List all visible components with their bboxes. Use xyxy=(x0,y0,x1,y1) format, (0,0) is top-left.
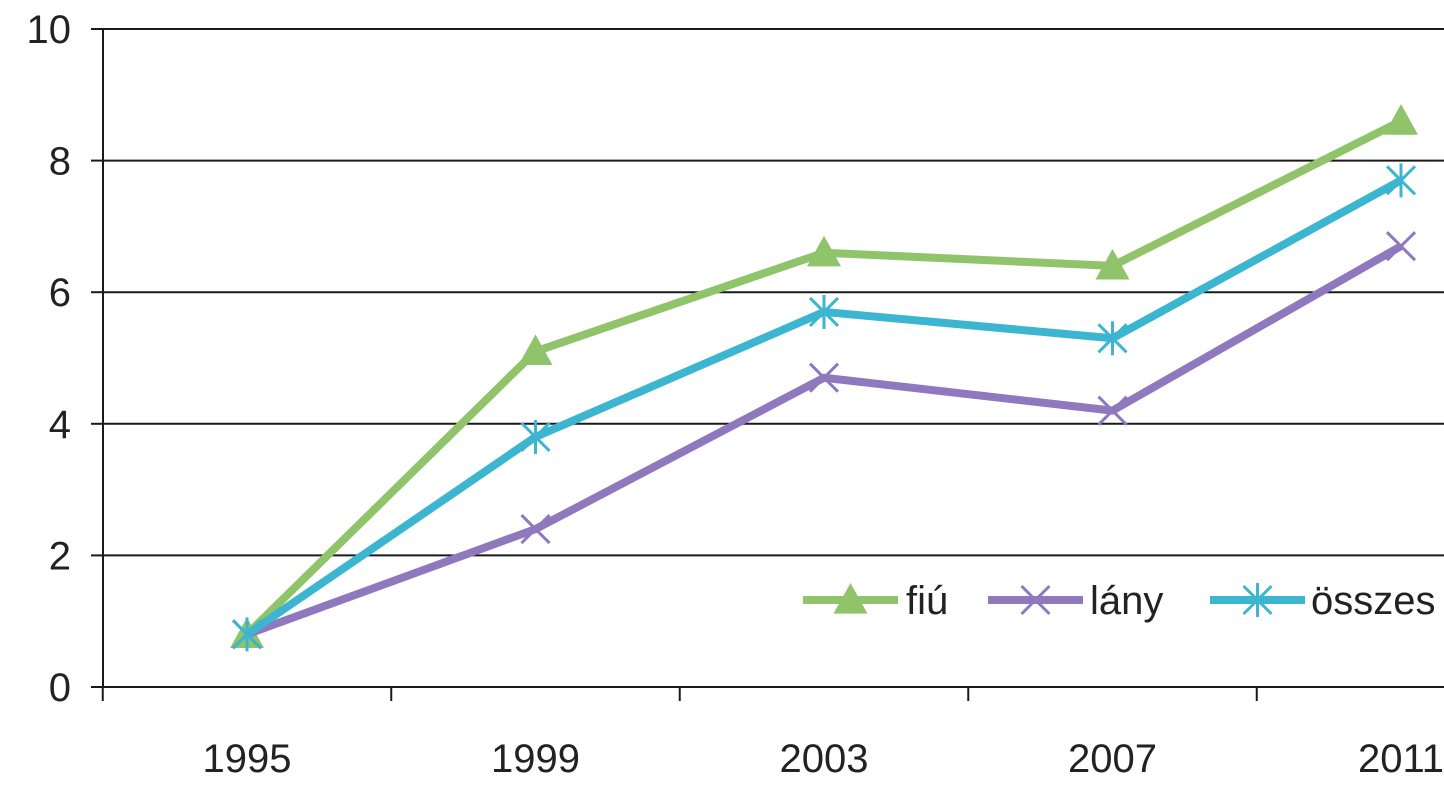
legend-label: összes xyxy=(1311,579,1436,623)
y-tick-label: 4 xyxy=(49,403,71,447)
x-tick-label: 2011 xyxy=(1358,737,1444,781)
series-1 xyxy=(233,232,1415,648)
data-point xyxy=(1384,104,1418,135)
legend-item: lány xyxy=(988,579,1163,623)
legend-item: összes xyxy=(1210,579,1436,623)
series-lines xyxy=(230,104,1418,651)
data-point xyxy=(1387,163,1415,197)
y-tick-label: 10 xyxy=(27,8,72,52)
x-tick-label: 1999 xyxy=(491,737,580,781)
y-tick-label: 0 xyxy=(49,666,71,710)
y-tick-label: 6 xyxy=(49,271,71,315)
y-tick-label: 2 xyxy=(49,534,71,578)
legend-label: fiú xyxy=(906,579,948,623)
grid-lines xyxy=(103,29,1444,555)
x-tick-label: 1995 xyxy=(203,737,292,781)
y-tick-label: 8 xyxy=(49,140,71,184)
data-point xyxy=(1387,232,1415,260)
legend: fiú lány összes xyxy=(803,579,1436,623)
legend-label: lány xyxy=(1090,579,1163,623)
x-tick-label: 2003 xyxy=(780,737,869,781)
x-tick-label: 2007 xyxy=(1068,737,1157,781)
axes: 0 2 4 6 8 10 1995 1999 2003 2007 2011 xyxy=(27,8,1444,781)
legend-item: fiú xyxy=(803,579,948,623)
